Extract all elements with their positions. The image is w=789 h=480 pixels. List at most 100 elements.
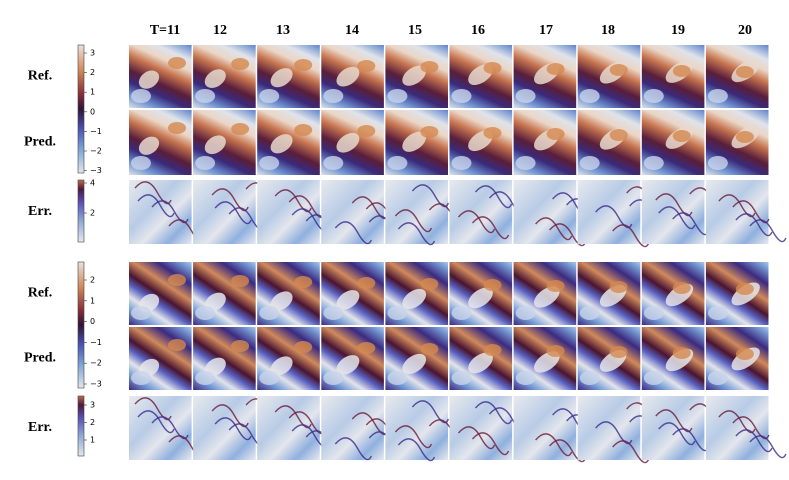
- vortex: [735, 283, 754, 295]
- vortex: [294, 341, 313, 353]
- error-streak: [397, 438, 436, 462]
- snapshot-panel: [641, 110, 705, 175]
- snapshot-panel: [705, 396, 787, 460]
- column-header: 18: [601, 23, 615, 38]
- error-map: [257, 180, 320, 244]
- snapshot-panel: [513, 327, 577, 390]
- snapshot-panel: [257, 110, 320, 175]
- error-streak: [471, 432, 510, 456]
- vortex: [546, 280, 565, 292]
- snapshot-panel: [641, 180, 727, 244]
- snapshot-panel: [513, 110, 577, 175]
- row-label: Err.: [28, 204, 52, 219]
- colorbar-tick-label: −1: [90, 127, 102, 136]
- error-map: [321, 396, 384, 460]
- error-map: [129, 396, 192, 460]
- vortex: [579, 306, 600, 320]
- vortex: [138, 136, 160, 155]
- vortex: [323, 89, 344, 103]
- error-streak: [471, 216, 510, 240]
- vortex: [204, 135, 226, 155]
- snapshot-panel: [705, 45, 769, 108]
- vortex: [204, 357, 226, 377]
- vortex: [609, 129, 628, 141]
- column-header: 12: [213, 23, 227, 38]
- vortex: [579, 89, 600, 103]
- vortex: [323, 306, 344, 320]
- vortex: [131, 156, 151, 170]
- vortex: [168, 274, 186, 286]
- vortex: [546, 128, 565, 140]
- vortex: [231, 275, 250, 287]
- vortex: [204, 69, 226, 88]
- row-label: Ref.: [28, 69, 53, 84]
- error-map: [257, 396, 320, 460]
- snapshot-panel: [449, 262, 513, 325]
- colorbar-tick-label: 0: [90, 317, 95, 326]
- colorbar-tick-label: 2: [90, 418, 95, 427]
- vortex: [131, 306, 151, 320]
- snapshot-panel: [577, 110, 641, 175]
- row-label: Err.: [28, 420, 52, 435]
- error-streak: [749, 219, 787, 243]
- column-header: 13: [276, 23, 290, 38]
- vortex: [451, 89, 472, 103]
- row-label: Pred.: [24, 135, 56, 150]
- snapshot-panel: [577, 262, 641, 325]
- vortex: [402, 131, 427, 152]
- error-streak: [397, 222, 436, 246]
- column-header: 20: [738, 23, 752, 38]
- vortex: [270, 291, 293, 311]
- error-streak: [658, 422, 696, 446]
- vortex: [195, 371, 216, 385]
- vortex: [387, 306, 408, 320]
- snapshot-panel: [257, 180, 343, 244]
- row-label: Pred.: [24, 351, 56, 366]
- snapshot-panel: [193, 327, 256, 390]
- column-header: 19: [671, 23, 685, 38]
- snapshot-panel: [513, 180, 604, 247]
- vortex: [195, 156, 216, 170]
- error-streak: [137, 194, 175, 218]
- error-map: [385, 180, 448, 244]
- vortex: [357, 342, 376, 354]
- snapshot-panel: [129, 45, 192, 108]
- error-streak: [549, 439, 587, 463]
- snapshot-panel: [641, 45, 705, 108]
- error-streak: [612, 440, 650, 464]
- error-streak: [394, 209, 433, 233]
- vortex: [420, 343, 439, 355]
- snapshot-panel: [193, 262, 256, 325]
- vortex: [672, 347, 691, 359]
- vortex: [387, 371, 408, 385]
- vortex: [672, 65, 691, 77]
- error-streak: [474, 185, 513, 209]
- snapshot-panel: [257, 327, 320, 390]
- vortex: [609, 281, 628, 293]
- vortex: [483, 127, 502, 139]
- vortex: [323, 156, 344, 170]
- snapshot-panel: [193, 180, 283, 244]
- vortex: [294, 124, 313, 136]
- error-map: [129, 180, 192, 244]
- column-header: T=11: [150, 23, 181, 38]
- error-streak: [658, 206, 696, 230]
- vortex: [643, 156, 664, 170]
- vortex: [387, 89, 408, 103]
- vortex: [546, 63, 565, 75]
- vortex: [707, 156, 728, 170]
- vortex: [707, 306, 728, 320]
- vortex: [231, 123, 250, 135]
- vortex: [420, 126, 439, 138]
- vortex: [402, 288, 427, 310]
- vortex: [672, 282, 691, 294]
- colorbar-tick-label: −3: [90, 166, 102, 175]
- snapshot-panel: [705, 262, 769, 325]
- vortex: [420, 61, 439, 73]
- vortex: [259, 156, 280, 170]
- colorbar: [77, 179, 85, 243]
- snapshot-panel: [641, 327, 705, 390]
- error-streak: [474, 401, 513, 425]
- snapshot-panel: [193, 396, 283, 460]
